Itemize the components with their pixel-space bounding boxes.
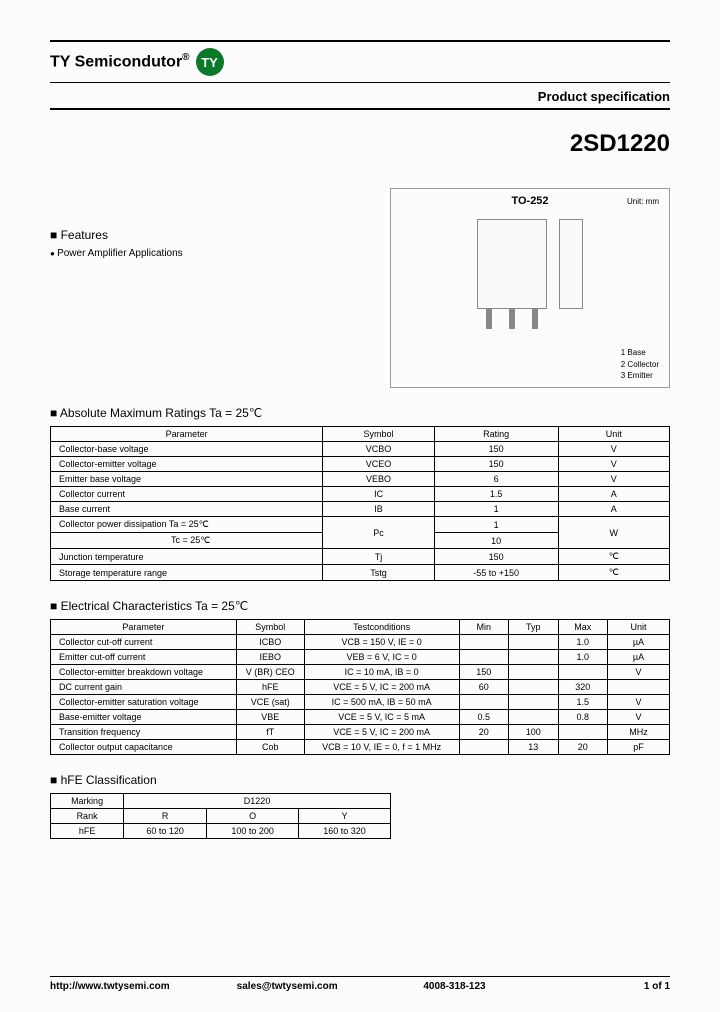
elec-table: ParameterSymbolTestconditions MinTypMaxU… xyxy=(50,619,670,755)
footer-phone: 4008-318-123 xyxy=(423,981,610,992)
table-row: Collector power dissipation Ta = 25℃ Pc … xyxy=(51,517,670,533)
footer-email: sales@twtysemi.com xyxy=(237,981,424,992)
abs-max-title: Absolute Maximum Ratings Ta = 25℃ xyxy=(50,406,670,420)
table-row: Base currentIB1A xyxy=(51,502,670,517)
package-diagram: TO-252 Unit: mm 1 Base 2 Collector 3 Emi… xyxy=(390,188,670,388)
table-row: Collector-emitter saturation voltageVCE … xyxy=(51,695,670,710)
diagram-unit: Unit: mm xyxy=(627,197,659,206)
table-row: Collector-emitter voltageVCEO150V xyxy=(51,457,670,472)
table-row: Transition frequencyfTVCE = 5 V, IC = 20… xyxy=(51,725,670,740)
elec-section: Electrical Characteristics Ta = 25℃ Para… xyxy=(50,599,670,755)
table-row: MarkingD1220 xyxy=(51,794,391,809)
package-side-view xyxy=(559,219,583,309)
table-row: Collector-emitter breakdown voltageV (BR… xyxy=(51,665,670,680)
hfe-table: MarkingD1220 Rank ROY hFE 60 to 120100 t… xyxy=(50,793,391,839)
table-row: Junction temperatureTj150℃ xyxy=(51,549,670,565)
table-header-row: ParameterSymbol RatingUnit xyxy=(51,427,670,442)
page-number: 1 of 1 xyxy=(610,981,670,992)
table-header-row: ParameterSymbolTestconditions MinTypMaxU… xyxy=(51,620,670,635)
part-number: 2SD1220 xyxy=(50,130,670,158)
table-row: DC current gainhFEVCE = 5 V, IC = 200 mA… xyxy=(51,680,670,695)
brand-logo: TY xyxy=(196,48,224,76)
table-row: Collector-base voltageVCBO150V xyxy=(51,442,670,457)
hfe-title: hFE Classification xyxy=(50,773,670,787)
brand-name: TY Semicondutor® xyxy=(50,52,190,71)
features-section: Features Power Amplifier Applications xyxy=(50,188,370,388)
table-row: Collector output capacitanceCobVCB = 10 … xyxy=(51,740,670,755)
footer-url: http://www.twtysemi.com xyxy=(50,981,237,992)
footer: http://www.twtysemi.com sales@twtysemi.c… xyxy=(50,976,670,992)
table-row: Rank ROY xyxy=(51,809,391,824)
table-row: Collector cut-off currentICBOVCB = 150 V… xyxy=(51,635,670,650)
pin-labels: 1 Base 2 Collector 3 Emitter xyxy=(621,347,659,381)
elec-title: Electrical Characteristics Ta = 25℃ xyxy=(50,599,670,613)
package-name: TO-252 xyxy=(401,195,659,207)
table-row: hFE 60 to 120100 to 200160 to 320 xyxy=(51,824,391,839)
abs-max-table: ParameterSymbol RatingUnit Collector-bas… xyxy=(50,426,670,581)
features-title: Features xyxy=(50,228,370,242)
package-front-view xyxy=(477,219,547,309)
table-row: Emitter cut-off currentIEBOVEB = 6 V, IC… xyxy=(51,650,670,665)
feature-item: Power Amplifier Applications xyxy=(50,248,370,259)
table-row: Collector currentIC1.5A xyxy=(51,487,670,502)
table-row: Emitter base voltageVEBO6V xyxy=(51,472,670,487)
spec-label: Product specification xyxy=(50,85,670,110)
hfe-section: hFE Classification MarkingD1220 Rank ROY… xyxy=(50,773,670,839)
abs-max-section: Absolute Maximum Ratings Ta = 25℃ Parame… xyxy=(50,406,670,581)
header: TY Semicondutor® TY xyxy=(50,40,670,83)
table-row: Storage temperature rangeTstg-55 to +150… xyxy=(51,565,670,581)
table-row: Base-emitter voltageVBEVCE = 5 V, IC = 5… xyxy=(51,710,670,725)
